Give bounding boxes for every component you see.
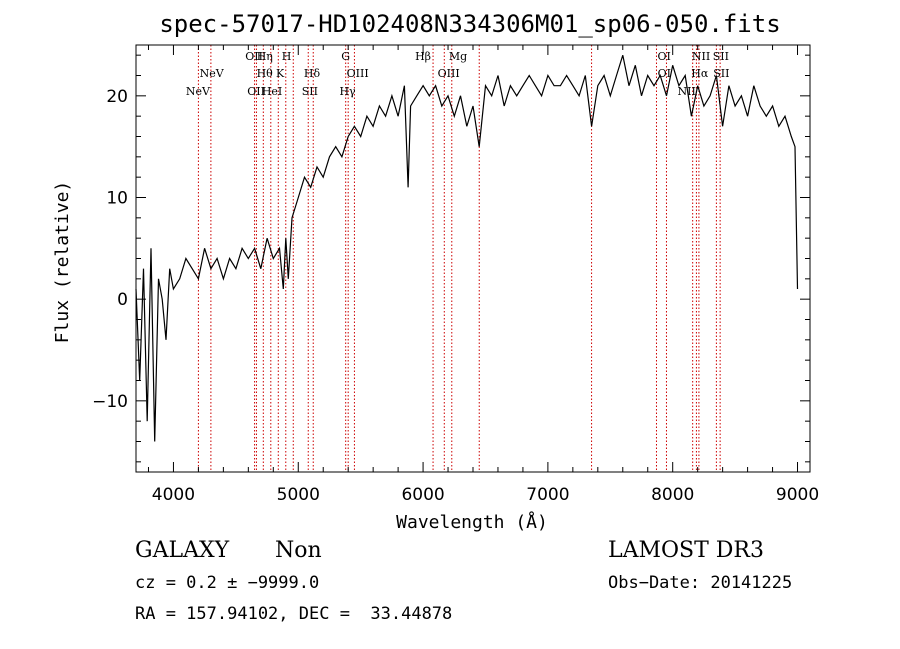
line-label: Hβ	[415, 50, 431, 63]
line-label: Hη	[257, 50, 273, 63]
redshift-cz: cz = 0.2 ± −9999.0	[135, 573, 320, 593]
x-axis-label: Wavelength (Å)	[396, 511, 548, 533]
line-label: SII	[713, 67, 729, 80]
line-label: H	[282, 50, 292, 63]
line-label: Hα	[691, 67, 709, 80]
x-axis-ticks: 4000 5000 6000 7000 8000 9000	[147, 45, 819, 505]
observation-date: Obs−Date: 20141225	[608, 573, 793, 593]
spectrum-chart: spec-57017-HD102408N334306M01_sp06-050.f…	[52, 10, 819, 533]
line-label: SII	[302, 85, 318, 98]
emission-line-labels: NeV NeV OII OII Hθ Hη HeI KH SII Hδ G Hγ OIII Hβ OIII M…	[186, 50, 730, 98]
line-label: Mg	[449, 50, 467, 63]
survey-name: LAMOST DR3	[608, 538, 764, 563]
object-subclass: Non	[275, 538, 322, 563]
emission-line-markers	[197, 45, 721, 472]
line-label: OIII	[347, 67, 369, 80]
line-label: Hθ	[257, 67, 274, 80]
y-tick-label: 10	[106, 189, 128, 209]
x-tick-label: 9000	[776, 485, 819, 505]
chart-title: spec-57017-HD102408N334306M01_sp06-050.f…	[159, 10, 780, 38]
y-tick-label: 0	[117, 290, 128, 310]
ra-dec: RA = 157.94102, DEC = 33.44878	[135, 604, 453, 624]
x-tick-label: 7000	[526, 485, 569, 505]
line-label: K	[276, 67, 285, 80]
line-label: OII	[245, 50, 263, 63]
x-tick-label: 6000	[401, 485, 444, 505]
x-tick-label: 8000	[651, 485, 694, 505]
x-tick-label: 5000	[277, 485, 320, 505]
line-label: OII	[247, 85, 265, 98]
x-tick-label: 4000	[152, 485, 195, 505]
line-label: NII	[692, 50, 710, 63]
line-label: Hδ	[304, 67, 321, 80]
line-label: OI	[658, 67, 671, 80]
line-label: OIII	[438, 67, 460, 80]
line-label: NII	[678, 85, 696, 98]
y-axis-label: Flux (relative)	[52, 181, 73, 344]
line-label: SII	[713, 50, 729, 63]
line-label: NeV	[200, 67, 225, 80]
line-label: NeV	[186, 85, 211, 98]
line-label: G	[341, 50, 350, 63]
object-class: GALAXY	[135, 538, 230, 563]
y-axis-ticks: −10 0 10 20	[92, 54, 810, 463]
y-tick-label: 20	[106, 87, 128, 107]
line-label: Hγ	[339, 85, 356, 98]
y-tick-label: −10	[92, 392, 128, 412]
line-label: HeI	[262, 85, 282, 98]
spectrum-line	[135, 55, 799, 442]
line-label: OI	[658, 50, 671, 63]
